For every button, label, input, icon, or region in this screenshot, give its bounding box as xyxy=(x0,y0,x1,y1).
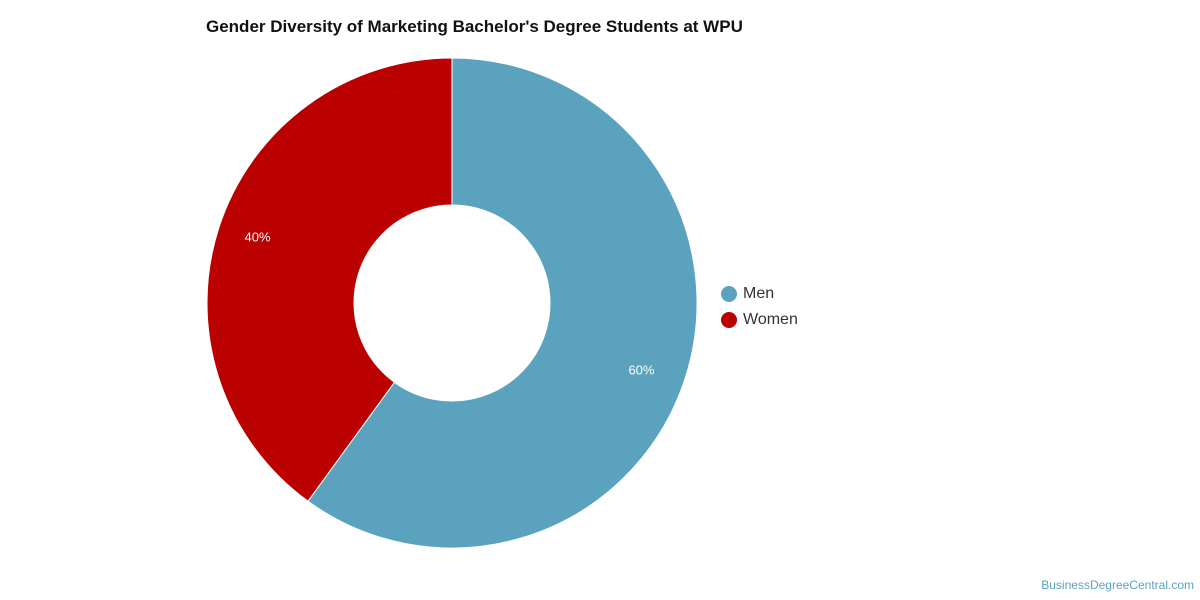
slice-women[interactable] xyxy=(206,57,453,502)
legend-item-men[interactable]: Men xyxy=(721,281,798,307)
legend-swatch-women xyxy=(721,312,737,328)
slice-men[interactable] xyxy=(307,57,698,549)
chart-title: Gender Diversity of Marketing Bachelor's… xyxy=(206,17,743,36)
legend-swatch-men xyxy=(721,286,737,302)
legend-label: Men xyxy=(743,285,775,302)
legend-label: Women xyxy=(743,311,798,328)
legend-item-women[interactable]: Women xyxy=(721,307,798,333)
credit-link[interactable]: BusinessDegreeCentral.com xyxy=(1041,578,1194,592)
legend: Men Women xyxy=(721,281,798,333)
data-label-women: 40% xyxy=(245,230,271,245)
data-label-men: 60% xyxy=(628,362,654,377)
